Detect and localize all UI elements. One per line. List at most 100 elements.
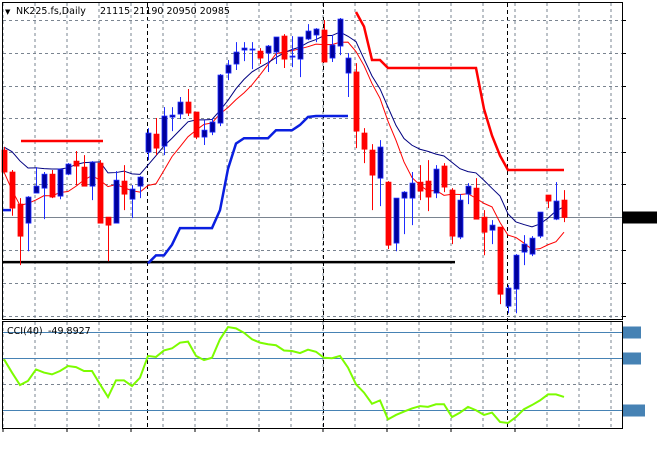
cci-level-box (623, 326, 641, 339)
candle (361, 128, 368, 164)
candle-body (505, 287, 512, 307)
candle (489, 220, 496, 245)
candle-body (57, 168, 64, 197)
candle (353, 63, 360, 149)
candle-body (89, 161, 96, 187)
candle-body (425, 180, 432, 198)
candle-body (441, 165, 448, 188)
candle-body (337, 18, 344, 47)
candle-body (185, 101, 192, 114)
candle (161, 107, 168, 156)
candle (97, 160, 104, 224)
candle (545, 194, 552, 209)
candle-body (313, 28, 320, 36)
candle-body (449, 189, 456, 237)
candle (33, 167, 40, 194)
candle (337, 18, 344, 56)
candle-body (329, 44, 336, 59)
candle-body (265, 45, 272, 54)
candle-body (97, 162, 104, 224)
candle-body (273, 36, 280, 53)
candle (185, 89, 192, 117)
candle-body (249, 48, 256, 51)
candle-body (345, 57, 352, 74)
candle-body (65, 163, 72, 175)
candle-body (49, 173, 56, 198)
candle (233, 42, 240, 71)
candle-body (257, 50, 264, 59)
lower-channel-line (147, 114, 348, 265)
candle (169, 107, 176, 132)
candle-body (561, 199, 568, 218)
candle (465, 183, 472, 205)
candle-body (209, 121, 216, 133)
candle-body (473, 187, 480, 220)
candle-body (217, 74, 224, 124)
axes (2, 20, 657, 432)
candle (537, 211, 544, 239)
candle-body (529, 237, 536, 255)
candle (297, 36, 304, 78)
candle (329, 35, 336, 63)
cci-pane-border (2, 321, 623, 429)
candle-body (409, 182, 416, 199)
candle-body (433, 168, 440, 194)
candle-body (241, 47, 248, 51)
candle (209, 118, 216, 136)
candle-body (537, 211, 544, 237)
candle (561, 190, 568, 223)
candle (449, 188, 456, 245)
candle (249, 42, 256, 70)
candle (321, 20, 328, 63)
candle-body (457, 199, 464, 238)
price-pane-border (2, 2, 623, 320)
triangle-down-icon[interactable]: ▼ (5, 8, 11, 16)
candle-body (33, 185, 40, 194)
candle-body (281, 35, 288, 60)
candle (225, 60, 232, 81)
candle-body (137, 176, 144, 187)
candle-body (25, 196, 32, 224)
candle (425, 160, 432, 212)
cci-line (3, 325, 565, 425)
candle (65, 163, 72, 176)
candle (81, 155, 88, 187)
candle-body (361, 132, 368, 150)
candle (241, 42, 248, 62)
upper-channel-line (354, 11, 564, 172)
candle-body (465, 185, 472, 195)
candle-body (201, 129, 208, 138)
candle-body (545, 194, 552, 202)
candle (137, 176, 144, 199)
candle-body (385, 181, 392, 246)
candle (441, 163, 448, 193)
candle (409, 172, 416, 226)
candle (113, 171, 120, 224)
candle (377, 140, 384, 207)
chart-ohlc: 21115 21190 20950 20985 (100, 6, 230, 17)
chart-title: NK225.fs,Daily (16, 6, 86, 17)
candle (25, 196, 32, 252)
candle (305, 24, 312, 41)
candle (217, 74, 224, 127)
candle (433, 165, 440, 199)
candle (257, 48, 264, 65)
candle (521, 235, 528, 266)
candle-body (145, 132, 152, 153)
candle (193, 111, 200, 140)
candle (265, 45, 272, 73)
price-pane[interactable] (1, 11, 622, 314)
candle-body (489, 224, 496, 231)
candle-body (169, 114, 176, 118)
candle-body (289, 55, 296, 58)
cci-pane[interactable] (3, 325, 622, 425)
candle (473, 178, 480, 220)
candle (385, 181, 392, 250)
candle (49, 170, 56, 199)
candle (177, 97, 184, 120)
candle-body (377, 146, 384, 179)
candle (553, 182, 560, 221)
candle (73, 151, 80, 186)
candle (513, 254, 520, 314)
